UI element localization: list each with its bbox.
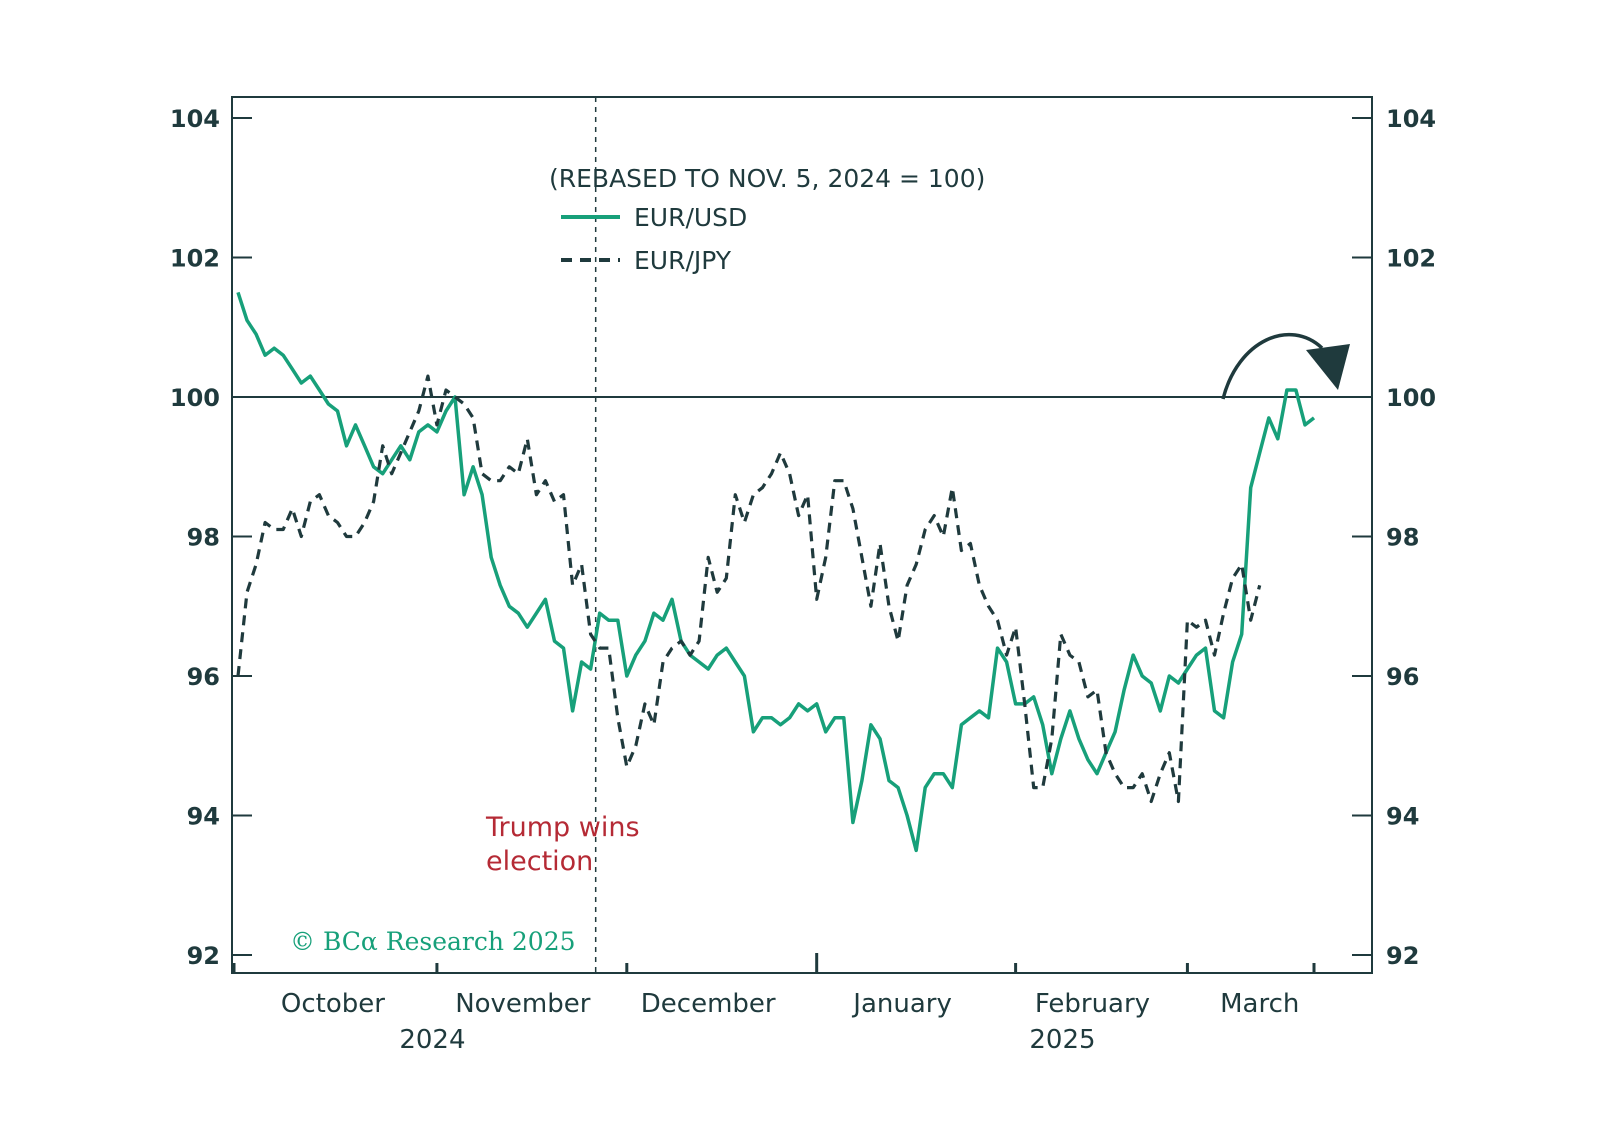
curved-arrow-icon — [1221, 332, 1350, 400]
series-layer — [236, 291, 1316, 853]
credit-text: © BCα Research 2025 — [290, 927, 576, 956]
x-month-label: February — [1035, 989, 1150, 1019]
plot-frame — [231, 96, 1373, 974]
legend-subtitle: (REBASED TO NOV. 5, 2024 = 100) — [549, 164, 985, 193]
legend-label-eur-jpy: EUR/JPY — [634, 246, 732, 275]
x-month-label: November — [455, 989, 591, 1019]
x-year-label: 2025 — [1029, 1025, 1095, 1055]
y-tick-label-left: 104 — [170, 105, 220, 133]
x-month-label: March — [1220, 989, 1299, 1019]
y-tick-label-right: 98 — [1386, 524, 1419, 552]
y-tick-label-left: 98 — [187, 524, 220, 552]
y-tick-label-right: 96 — [1386, 663, 1419, 691]
annotation-election: election — [486, 846, 593, 877]
legend: (REBASED TO NOV. 5, 2024 = 100) EUR/USD … — [549, 164, 985, 275]
x-month-label: October — [281, 989, 385, 1019]
x-year-label: 2024 — [399, 1025, 465, 1055]
series-eur-usd-line — [236, 291, 1316, 853]
y-axes: 92 92 94 94 96 96 98 98 100 100 102 102 104 104 — [170, 105, 1436, 970]
y-tick-label-left: 100 — [170, 384, 220, 412]
y-tick-label-left: 92 — [187, 942, 220, 970]
annotation-trump-wins: Trump wins — [485, 812, 640, 843]
y-tick-label-right: 100 — [1386, 384, 1436, 412]
y-tick-label-right: 92 — [1386, 942, 1419, 970]
y-tick-label-right: 104 — [1386, 105, 1436, 133]
y-tick-label-left: 102 — [170, 245, 220, 273]
y-tick-label-right: 102 — [1386, 245, 1436, 273]
series-eur-jpy-line — [236, 374, 1262, 804]
y-tick-label-right: 94 — [1386, 803, 1419, 831]
legend-label-eur-usd: EUR/USD — [634, 203, 747, 232]
x-axis: October November December January February Ma… — [232, 953, 1316, 1055]
x-month-label: January — [851, 989, 952, 1019]
x-month-label: December — [641, 989, 776, 1019]
y-tick-label-left: 96 — [187, 663, 220, 691]
y-tick-label-left: 94 — [187, 803, 220, 831]
